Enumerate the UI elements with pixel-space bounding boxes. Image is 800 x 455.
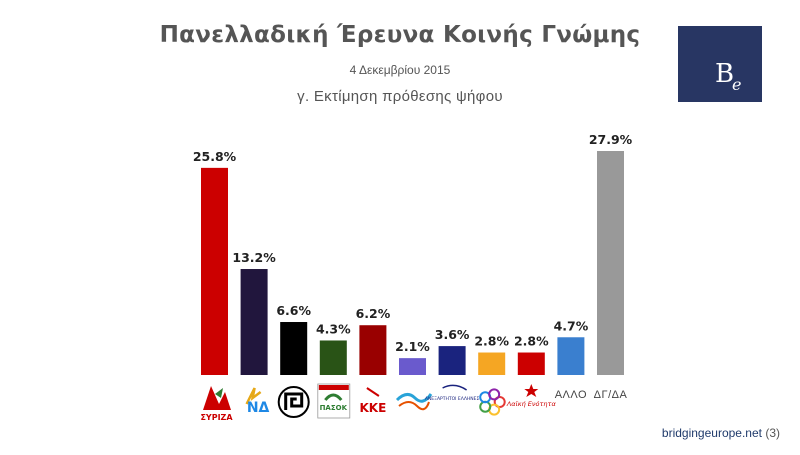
footer-site[interactable]: bridgingeurope.net bbox=[661, 426, 762, 440]
value-label-2: 6.6% bbox=[276, 303, 311, 318]
value-label-0: 25.8% bbox=[193, 149, 237, 164]
syriza-flag-icon bbox=[215, 388, 223, 398]
value-label-6: 3.6% bbox=[435, 327, 470, 342]
footer-page-number: (3) bbox=[765, 426, 780, 440]
bar-1 bbox=[240, 269, 268, 375]
syriza-logo-text: ΣΥΡΙΖΑ bbox=[200, 413, 233, 422]
kke-hammer-icon bbox=[366, 387, 380, 397]
survey-date: 4 Δεκεμβρίου 2015 bbox=[349, 63, 451, 77]
bar-9 bbox=[557, 337, 585, 375]
potami-wave2-icon bbox=[398, 401, 430, 411]
bar-8 bbox=[517, 352, 545, 375]
pasok-logo-text: ΠΑΣΟΚ bbox=[320, 404, 348, 412]
bar-7 bbox=[478, 352, 506, 375]
anel-logo-text: ΑΝΕΞΑΡΤΗΤΟΙ ΕΛΛΗΝΕΣ bbox=[425, 396, 480, 402]
bridging-europe-logo: B e bbox=[678, 26, 762, 102]
laiki-logo-text: Λαϊκή Ενότητα bbox=[506, 400, 557, 408]
kke-logo-text: ΚΚΕ bbox=[360, 401, 387, 415]
value-label-8: 2.8% bbox=[514, 334, 549, 349]
bar-3 bbox=[319, 340, 347, 375]
golden-dawn-meander-icon bbox=[284, 392, 304, 410]
value-label-7: 2.8% bbox=[474, 334, 509, 349]
golden-dawn-ring-icon bbox=[277, 386, 310, 418]
enosi-petal-4 bbox=[488, 388, 501, 401]
bar-4 bbox=[359, 325, 387, 375]
chart-title: Πανελλαδική Έρευνα Κοινής Γνώμης bbox=[159, 22, 641, 48]
syriza-icon bbox=[203, 386, 231, 410]
value-label-5: 2.1% bbox=[395, 339, 430, 354]
bar-10 bbox=[597, 151, 624, 375]
value-label-9: 4.7% bbox=[554, 318, 589, 333]
pasok-banner-icon bbox=[318, 385, 349, 390]
potami-wave-icon bbox=[395, 393, 433, 403]
nd-logo-text: ΝΔ bbox=[247, 400, 270, 416]
enosi-petal-0 bbox=[493, 396, 506, 408]
bar-5 bbox=[399, 358, 426, 375]
bar-0 bbox=[201, 167, 228, 375]
value-label-1: 13.2% bbox=[232, 250, 276, 265]
category-label-10: ΔΓ/ΔΑ bbox=[594, 389, 628, 401]
value-label-3: 4.3% bbox=[316, 321, 351, 336]
bar-2 bbox=[280, 322, 308, 375]
value-label-4: 6.2% bbox=[356, 306, 391, 321]
anel-swoosh-icon bbox=[442, 384, 468, 391]
laiki-star-icon bbox=[524, 384, 539, 397]
nd-torch-icon bbox=[245, 387, 262, 405]
value-label-10: 27.9% bbox=[589, 132, 633, 147]
pasok-sun-icon bbox=[324, 393, 343, 401]
bar-6 bbox=[438, 346, 466, 375]
logo-letter-e: e bbox=[732, 75, 742, 94]
logo-letter-b: B bbox=[715, 59, 735, 89]
chart-subtitle: γ. Εκτίμηση πρόθεσης ψήφου bbox=[297, 88, 503, 105]
footer: bridgingeurope.net (3) bbox=[662, 426, 780, 440]
category-label-9: ΑΛΛΟ bbox=[555, 389, 587, 401]
